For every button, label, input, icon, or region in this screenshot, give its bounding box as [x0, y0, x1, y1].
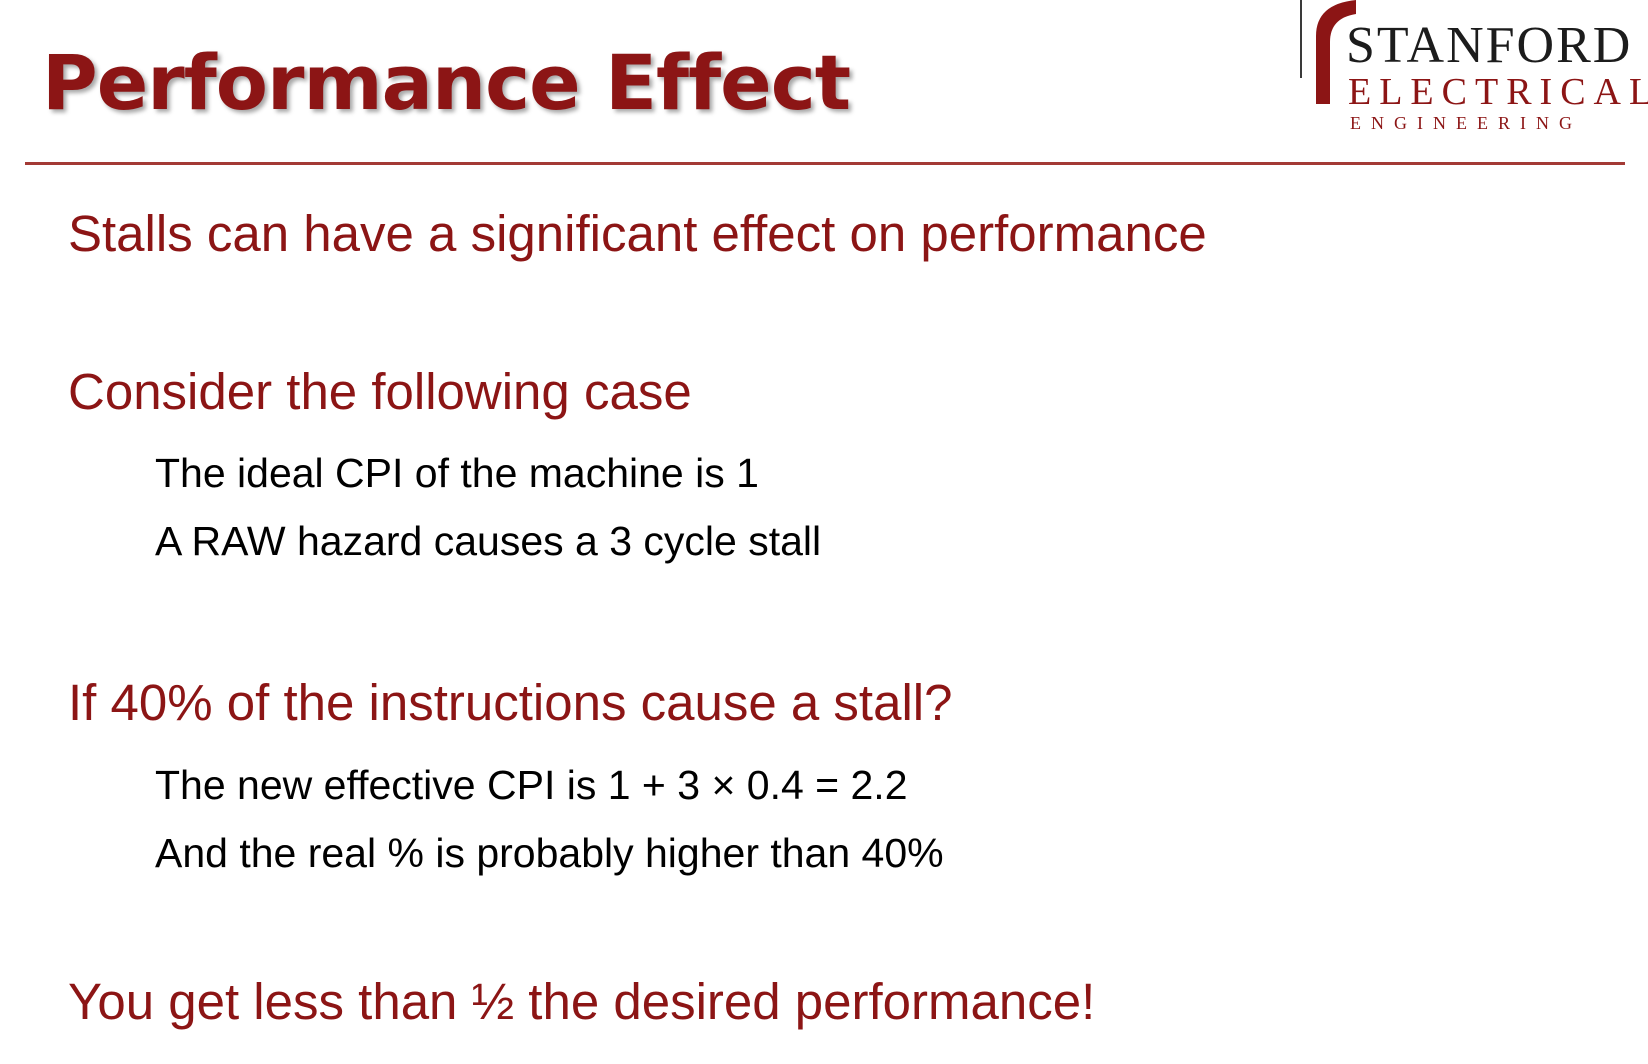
bullet-stalls-effect: Stalls can have a significant effect on …: [68, 205, 1207, 262]
sub-bullet-effective-cpi: The new effective CPI is 1 + 3 × 0.4 = 2…: [155, 762, 908, 808]
title-divider: [25, 162, 1625, 165]
logo-engineering: ENGINEERING: [1350, 113, 1582, 133]
logo-stanford: STANFORD: [1346, 17, 1633, 74]
stanford-ee-logo: STANFORD ELECTRICAL ENGINEERING: [1296, 0, 1648, 140]
logo-divider-bar: [1300, 0, 1302, 78]
slide-title: Performance Effect: [42, 38, 851, 127]
sub-bullet-real-percent: And the real % is probably higher than 4…: [155, 830, 944, 876]
bullet-consider-case: Consider the following case: [68, 363, 692, 420]
sub-bullet-ideal-cpi: The ideal CPI of the machine is 1: [155, 450, 759, 496]
logo-arch-icon: [1316, 0, 1356, 104]
bullet-conclusion: You get less than ½ the desired performa…: [68, 973, 1096, 1030]
bullet-forty-percent: If 40% of the instructions cause a stall…: [68, 674, 953, 731]
sub-bullet-raw-hazard: A RAW hazard causes a 3 cycle stall: [155, 518, 822, 564]
logo-electrical: ELECTRICAL: [1348, 71, 1648, 113]
